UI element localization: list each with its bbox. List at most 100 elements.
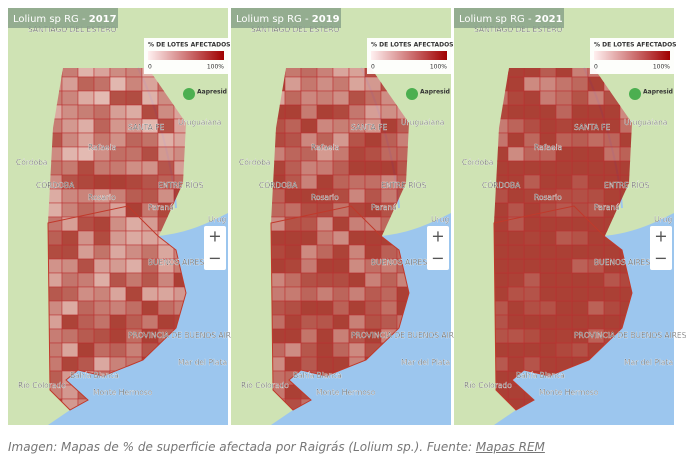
district bbox=[109, 104, 127, 120]
district bbox=[587, 314, 605, 330]
district bbox=[571, 314, 589, 330]
district bbox=[141, 300, 159, 316]
district bbox=[141, 174, 159, 190]
district bbox=[380, 272, 398, 288]
legend-min: 0 bbox=[148, 64, 152, 71]
district bbox=[555, 174, 573, 190]
district bbox=[523, 328, 541, 344]
district bbox=[125, 314, 143, 330]
district bbox=[316, 76, 334, 92]
zoom-box bbox=[427, 226, 449, 270]
place-label: Monte Hermoso bbox=[93, 388, 153, 397]
district bbox=[61, 300, 79, 316]
district bbox=[348, 286, 366, 302]
place-label: Rafaela bbox=[534, 143, 562, 152]
district bbox=[61, 258, 79, 274]
place-label: Rafaela bbox=[311, 143, 339, 152]
district bbox=[109, 160, 127, 176]
district bbox=[332, 258, 350, 274]
district bbox=[125, 146, 143, 162]
district bbox=[332, 272, 350, 288]
legend-bar bbox=[148, 51, 224, 60]
district bbox=[125, 76, 143, 92]
district bbox=[316, 160, 334, 176]
district bbox=[380, 300, 398, 316]
district bbox=[125, 258, 143, 274]
district bbox=[364, 76, 382, 92]
district bbox=[93, 118, 111, 134]
province-border bbox=[47, 205, 187, 411]
place-label: CÓRDOBA bbox=[36, 181, 75, 190]
district bbox=[61, 202, 79, 218]
logo-icon bbox=[406, 88, 418, 100]
district bbox=[316, 90, 334, 106]
district bbox=[77, 90, 95, 106]
district bbox=[125, 188, 143, 204]
district bbox=[348, 300, 366, 316]
district bbox=[539, 104, 557, 120]
district bbox=[125, 90, 143, 106]
district bbox=[380, 314, 398, 330]
district bbox=[316, 328, 334, 344]
district bbox=[539, 216, 557, 232]
zoom-in[interactable]: + bbox=[208, 227, 221, 246]
district bbox=[571, 132, 589, 148]
zoom-out[interactable]: − bbox=[654, 249, 667, 268]
district bbox=[380, 286, 398, 302]
place-label: BUENOS AIRES bbox=[371, 258, 427, 267]
district bbox=[364, 146, 382, 162]
zoom-out[interactable]: − bbox=[431, 249, 444, 268]
place-label: Mar del Plata bbox=[178, 358, 227, 367]
district bbox=[332, 342, 350, 358]
district bbox=[523, 258, 541, 274]
district bbox=[364, 272, 382, 288]
district bbox=[141, 146, 159, 162]
district bbox=[555, 272, 573, 288]
district bbox=[380, 104, 398, 120]
district bbox=[507, 328, 525, 344]
district bbox=[125, 174, 143, 190]
district bbox=[157, 104, 175, 120]
caption-link[interactable]: Mapas REM bbox=[475, 440, 545, 454]
logo: Aapresid bbox=[420, 89, 450, 96]
district bbox=[93, 272, 111, 288]
district bbox=[157, 286, 175, 302]
district bbox=[316, 272, 334, 288]
district bbox=[332, 230, 350, 246]
district bbox=[141, 90, 159, 106]
district bbox=[364, 132, 382, 148]
district bbox=[539, 286, 557, 302]
district bbox=[523, 160, 541, 176]
district bbox=[364, 188, 382, 204]
zoom-in[interactable]: + bbox=[431, 227, 444, 246]
place-label: Monte Hermoso bbox=[316, 388, 376, 397]
place-label: Bahía Blanca bbox=[516, 371, 565, 380]
district bbox=[157, 314, 175, 330]
district bbox=[284, 300, 302, 316]
district bbox=[300, 258, 318, 274]
district bbox=[539, 230, 557, 246]
district bbox=[571, 272, 589, 288]
district bbox=[348, 188, 366, 204]
province-border bbox=[493, 205, 633, 411]
district bbox=[507, 146, 525, 162]
district bbox=[523, 118, 541, 134]
place-label: CÓRDOBA bbox=[482, 181, 521, 190]
district bbox=[61, 132, 79, 148]
legend-max: 100% bbox=[653, 64, 670, 71]
district bbox=[332, 76, 350, 92]
district bbox=[507, 230, 525, 246]
title-year: 2019 bbox=[312, 14, 340, 25]
zoom-in[interactable]: + bbox=[654, 227, 667, 246]
zoom-out[interactable]: − bbox=[208, 249, 221, 268]
district bbox=[364, 244, 382, 260]
district bbox=[125, 286, 143, 302]
district bbox=[571, 342, 589, 358]
place-label: PROVINCIA DE BUENOS AIRES bbox=[574, 331, 687, 340]
place-label: ENTRE RÍOS bbox=[381, 181, 427, 190]
district bbox=[316, 300, 334, 316]
district bbox=[141, 160, 159, 176]
district bbox=[364, 90, 382, 106]
district bbox=[109, 90, 127, 106]
district bbox=[125, 300, 143, 316]
